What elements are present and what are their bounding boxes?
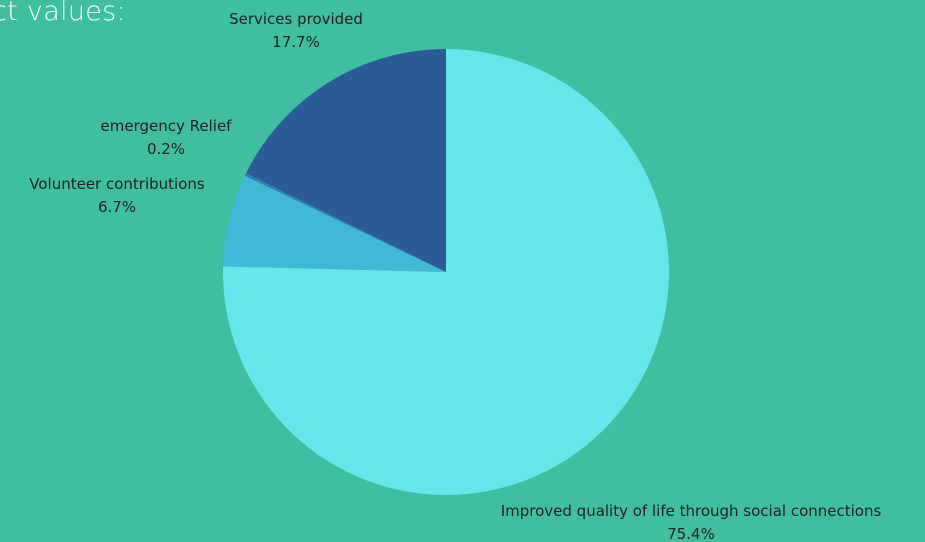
- pie-slice-improved-quality-of-life-through-social-connections: [222, 49, 669, 495]
- pie-slice-volunteer-contributions: [223, 175, 446, 272]
- pie-slice-services-provided: [246, 49, 446, 272]
- slice-label-services-provided: Services provided 17.7%: [214, 8, 378, 54]
- chart-heading-partial: ct values:: [0, 0, 126, 27]
- slice-name: Improved quality of life through social …: [500, 502, 882, 520]
- slice-name: Volunteer contributions: [29, 175, 205, 193]
- pie-slices: [222, 49, 669, 495]
- slice-name: Services provided: [229, 10, 363, 28]
- slice-percent: 17.7%: [272, 33, 320, 51]
- slice-label-improved-quality: Improved quality of life through social …: [468, 500, 914, 542]
- slice-label-volunteer-contributions: Volunteer contributions 6.7%: [4, 173, 230, 219]
- slice-percent: 6.7%: [97, 198, 137, 216]
- slice-percent: 75.4%: [667, 525, 715, 542]
- slice-label-emergency-relief: emergency Relief 0.2%: [86, 115, 246, 161]
- slice-name: emergency Relief: [100, 117, 232, 135]
- slice-percent: 0.2%: [146, 140, 186, 158]
- pie-slice-emergency-relief: [244, 173, 446, 272]
